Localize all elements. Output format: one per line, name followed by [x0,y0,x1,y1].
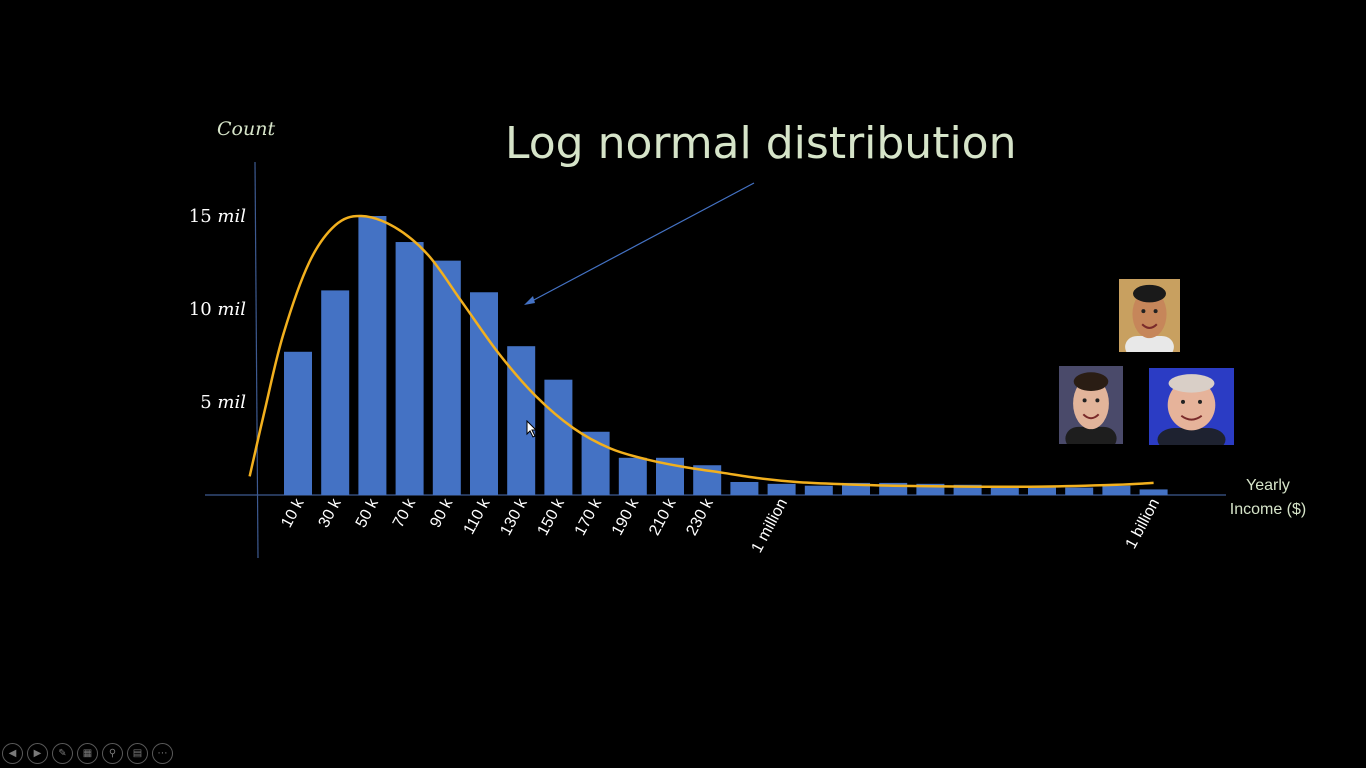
subtitles-icon: ▤ [132,747,143,759]
pen-button[interactable]: ✎ [52,743,73,764]
bar [395,242,424,495]
x-axis-title-line-1: Yearly [1246,477,1290,494]
x-axis-title: Yearly Income ($) [1220,474,1316,522]
bar [767,483,796,495]
next-button[interactable]: ▶ [27,743,48,764]
slides-button[interactable]: ▦ [77,743,98,764]
x-tick-label: 10 k [278,495,308,531]
bar [470,292,498,495]
person-photo-top [1119,279,1180,352]
zoom-button[interactable]: ⚲ [102,743,123,764]
y-tick-label: 15 mil [189,206,246,227]
next-icon: ▶ [33,747,42,759]
slides-icon: ▦ [82,747,93,759]
x-tick-label: 190 k [609,495,643,538]
bar [804,485,833,495]
x-tick-label: 170 k [572,495,606,538]
lognormal-curve [248,214,1154,489]
subtitles-button[interactable]: ▤ [127,743,148,764]
previous-icon: ◀ [8,747,17,759]
x-tick-label: 1 million [749,496,792,556]
bar [618,457,647,495]
x-tick-label: 130 k [497,495,531,538]
bar [916,483,945,495]
pointer-arrow [529,182,755,303]
more-button[interactable]: ⋯ [152,743,173,764]
x-tick-label: 210 k [646,495,680,538]
bar [321,290,350,495]
x-tick-label: 1 billion [1123,496,1163,552]
bar [432,260,461,495]
x-tick-label: 70 k [390,495,420,531]
bar [730,481,759,495]
y-axis-line [254,161,259,559]
x-tick-label: 230 k [683,495,717,538]
y-tick-label: 5 mil [200,392,246,413]
pointer-arrowhead-icon [524,296,535,305]
x-tick-label: 30 k [316,495,346,531]
previous-button[interactable]: ◀ [2,743,23,764]
bar [953,484,982,495]
presentation-toolbar: ◀ ▶ ✎ ▦ ⚲ ▤ ⋯ [0,743,173,767]
x-tick-label: 150 k [535,495,569,538]
bar [544,379,573,495]
person-photo-right [1149,368,1234,445]
bar [284,351,312,495]
bar [358,216,387,495]
x-axis-title-line-2: Income ($) [1229,501,1307,518]
bar [1102,485,1131,495]
chart-title: Log normal distribution [505,118,1017,169]
person-photo-left-image [1059,366,1123,444]
y-tick-label: 10 mil [189,299,246,320]
x-tick-label: 50 k [353,495,383,531]
person-photo-top-image [1119,279,1180,352]
person-photo-left [1059,366,1123,444]
x-tick-label: 110 k [461,495,494,537]
pen-icon: ✎ [58,747,67,759]
bar [1139,489,1168,495]
x-tick-label: 90 k [427,495,457,531]
bar [1065,487,1094,495]
mouse-cursor-icon [526,420,538,438]
person-photo-right-image [1149,368,1234,445]
y-axis-title: Count [217,118,276,140]
zoom-icon: ⚲ [108,747,117,759]
bar [990,485,1019,495]
bar [1028,486,1056,495]
more-icon: ⋯ [157,747,168,759]
